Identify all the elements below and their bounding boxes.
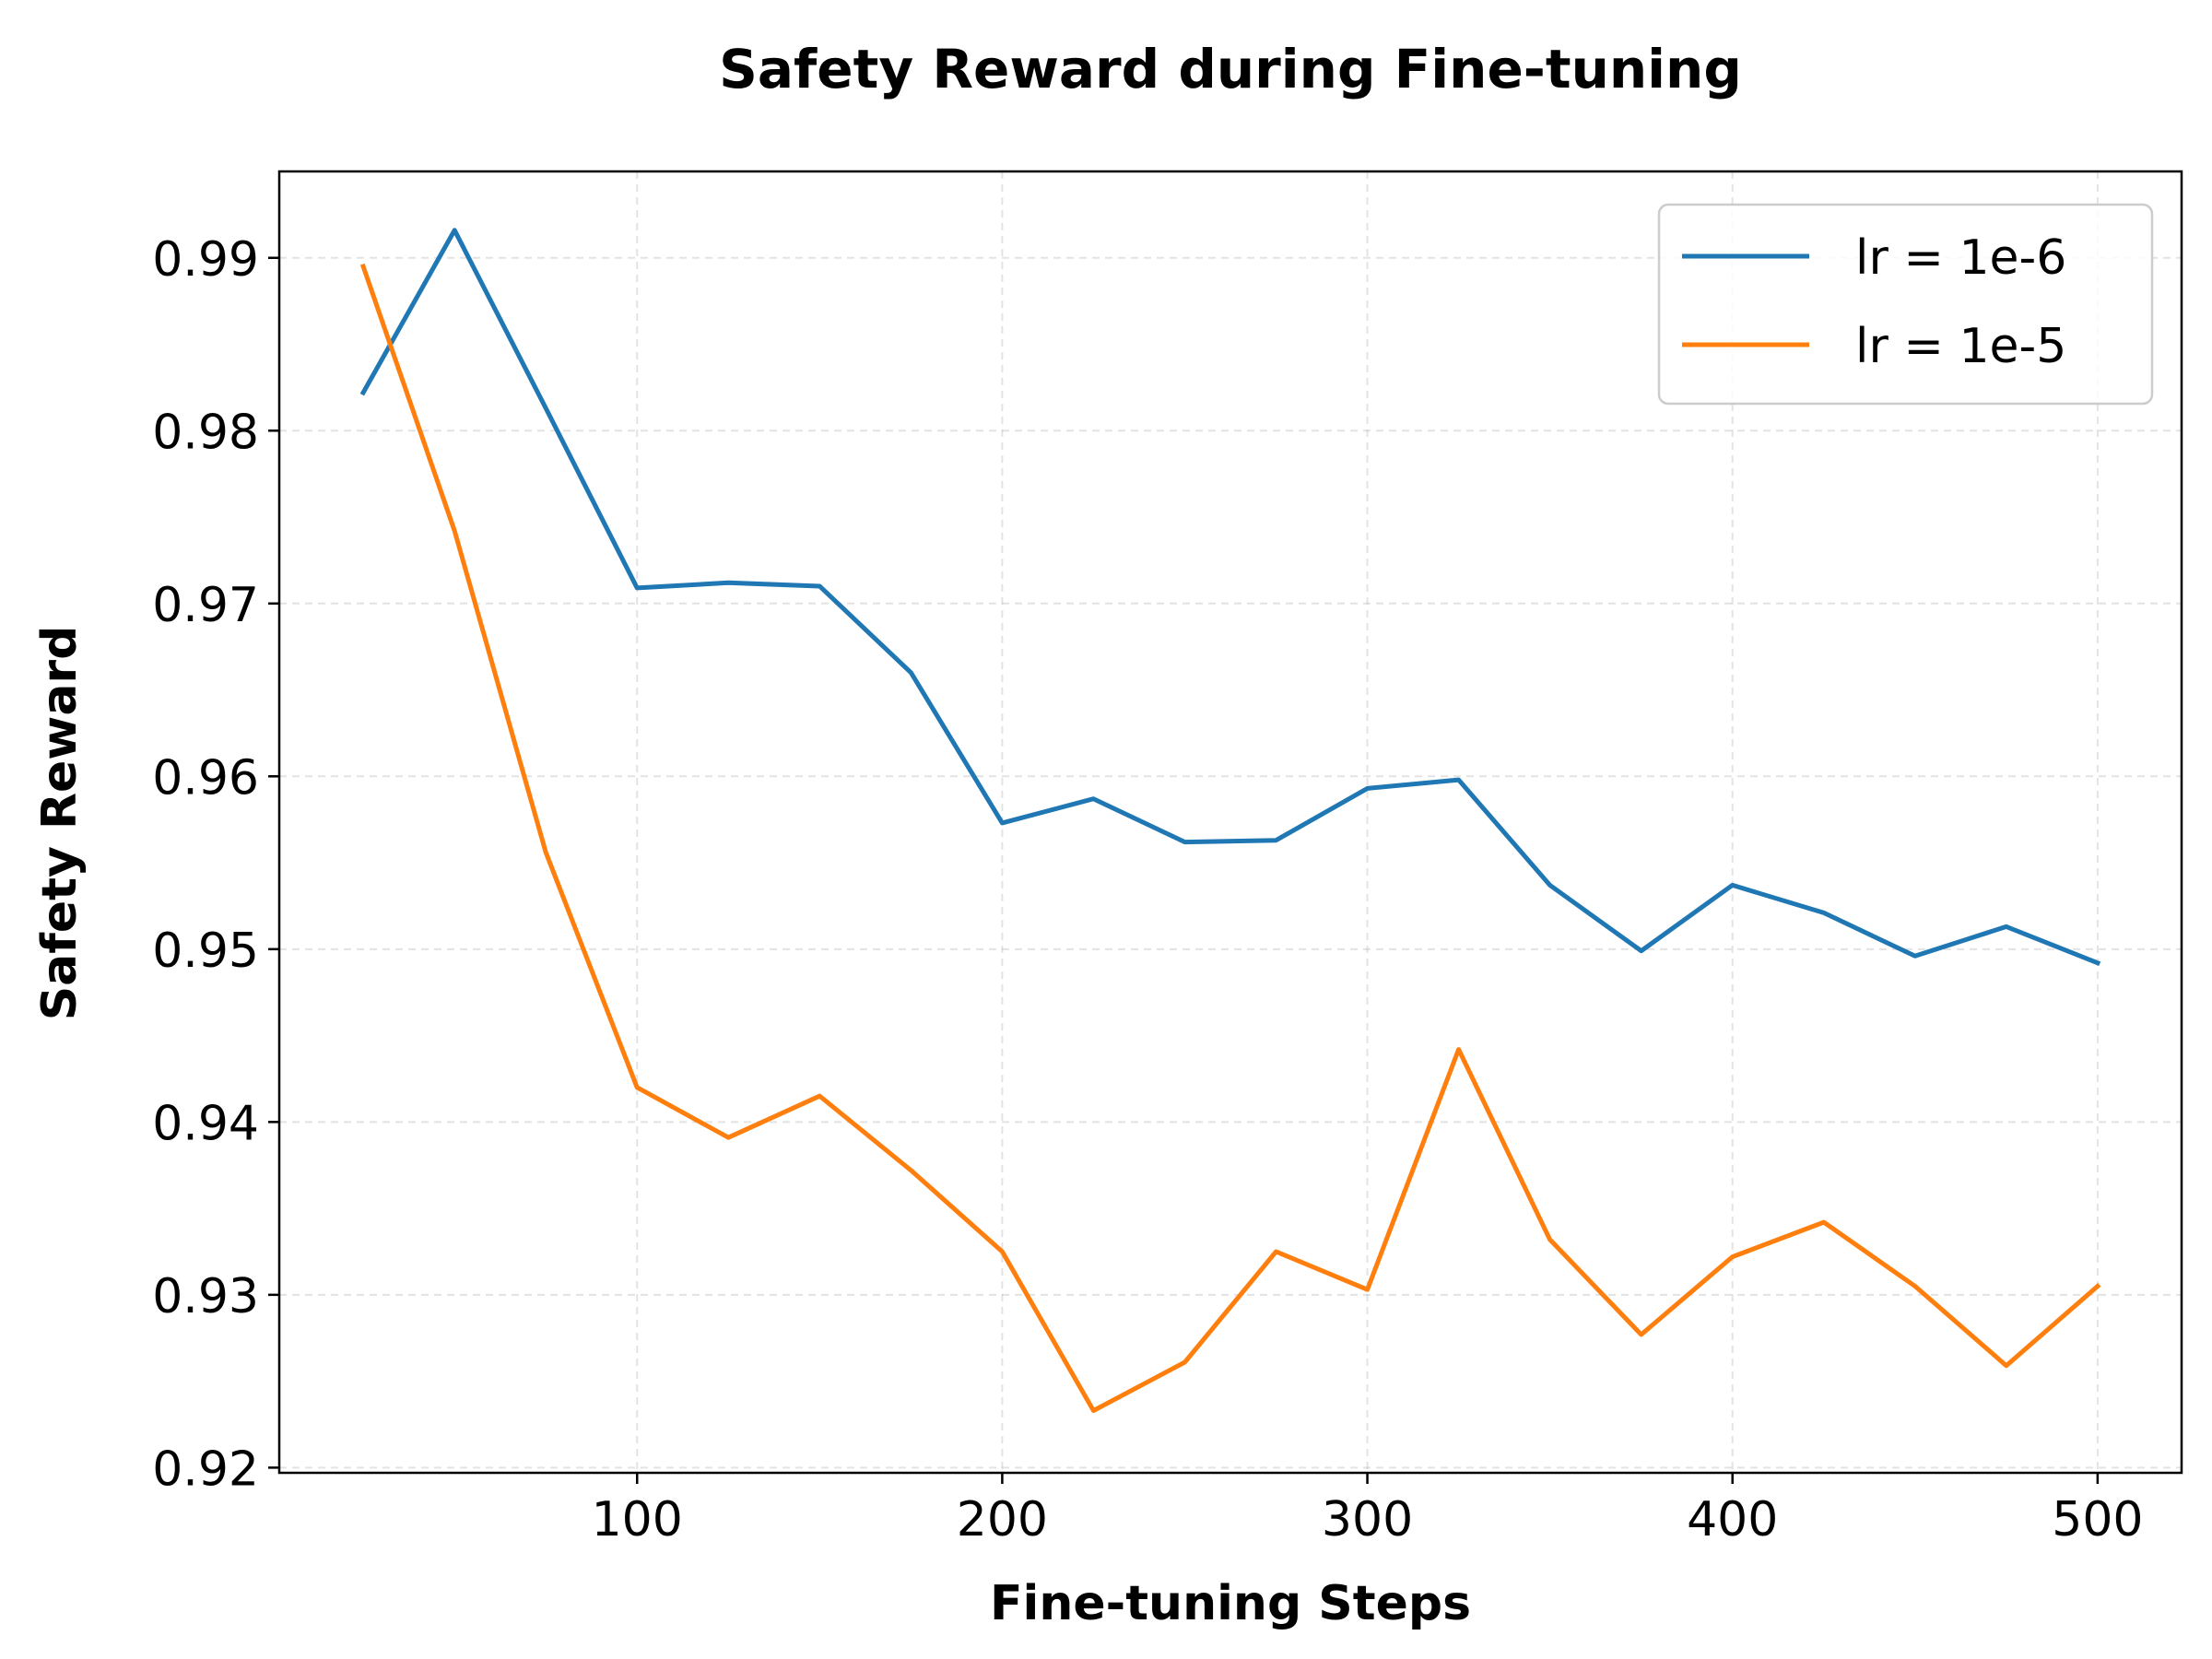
y-axis-label: Safety Reward xyxy=(32,626,88,1021)
y-tick-label: 0.95 xyxy=(152,924,259,979)
plot-frame xyxy=(277,170,2183,1475)
y-tick-label: 0.92 xyxy=(152,1441,259,1497)
y-tick-label: 0.98 xyxy=(152,405,259,460)
x-tick-label: 500 xyxy=(2052,1492,2143,1547)
legend-label: lr = 1e-6 xyxy=(1855,230,2066,286)
legend: lr = 1e-6 lr = 1e-5 xyxy=(1657,203,2154,406)
series-lines xyxy=(359,228,2101,1413)
y-tick-label: 0.93 xyxy=(152,1269,259,1324)
y-tick-label: 0.94 xyxy=(152,1096,259,1151)
y-tick-label: 0.99 xyxy=(152,232,259,288)
legend-label: lr = 1e-5 xyxy=(1855,319,2066,374)
x-tick-label: 300 xyxy=(1322,1492,1413,1547)
chart-title: Safety Reward during Fine-tuning xyxy=(719,38,1742,100)
axis-ticks: 100 200 300 400 500 0.92 0.93 0.94 0.95 0.96 0.97 0… xyxy=(152,232,2143,1547)
x-tick-label: 200 xyxy=(957,1492,1048,1547)
x-axis-label: Fine-tuning Steps xyxy=(990,1576,1471,1631)
y-tick-label: 0.96 xyxy=(152,750,259,806)
x-tick-label: 400 xyxy=(1687,1492,1778,1547)
x-tick-label: 100 xyxy=(592,1492,683,1547)
series-line xyxy=(359,263,2101,1413)
y-tick-label: 0.97 xyxy=(152,578,259,633)
series-line xyxy=(359,228,2101,967)
